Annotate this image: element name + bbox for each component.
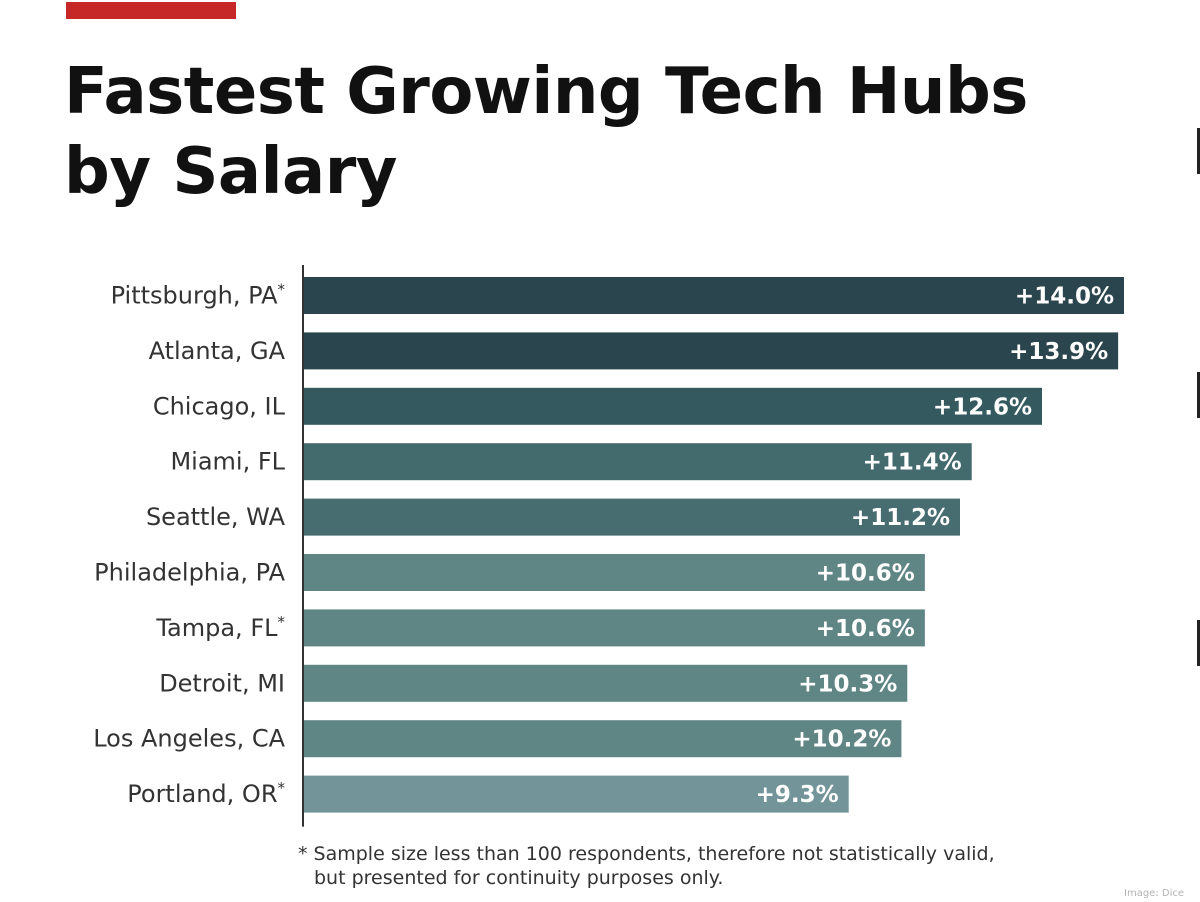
bar-seattle-wa <box>304 498 960 536</box>
edge-mark <box>1197 620 1200 666</box>
category-label-pittsburgh-pa: Pittsburgh, PA* <box>111 281 286 310</box>
footnote-line-2: but presented for continuity purposes on… <box>314 867 724 889</box>
bar-philadelphia-pa <box>304 554 925 591</box>
bar-los-angeles-ca <box>304 720 902 758</box>
footnote: * Sample size less than 100 respondents,… <box>298 842 1058 890</box>
edge-mark <box>1197 372 1200 418</box>
bar-miami-fl <box>304 443 972 481</box>
value-label-tampa-fl: +10.6% <box>816 616 915 642</box>
category-label-atlanta-ga: Atlanta, GA <box>149 337 286 365</box>
edge-mark <box>1197 128 1200 174</box>
value-label-atlanta-ga: +13.9% <box>1009 339 1108 365</box>
bar-chicago-il <box>304 387 1042 425</box>
value-label-miami-fl: +11.4% <box>863 450 962 476</box>
value-label-seattle-wa: +11.2% <box>851 505 950 531</box>
category-label-los-angeles-ca: Los Angeles, CA <box>93 725 285 753</box>
value-label-los-angeles-ca: +10.2% <box>792 727 891 753</box>
category-label-detroit-mi: Detroit, MI <box>159 669 285 697</box>
accent-bar <box>66 2 236 19</box>
category-label-tampa-fl: Tampa, FL* <box>155 613 285 642</box>
category-label-philadelphia-pa: Philadelphia, PA <box>94 559 285 587</box>
value-label-pittsburgh-pa: +14.0% <box>1015 284 1114 310</box>
asterisk: * <box>278 281 286 299</box>
value-label-philadelphia-pa: +10.6% <box>816 561 915 587</box>
bar-pittsburgh-pa <box>304 277 1124 314</box>
category-label-seattle-wa: Seattle, WA <box>146 503 286 531</box>
asterisk: * <box>278 779 286 797</box>
bar-portland-or <box>304 775 849 813</box>
category-label-miami-fl: Miami, FL <box>170 448 285 476</box>
category-label-chicago-il: Chicago, IL <box>153 392 286 420</box>
asterisk: * <box>278 613 286 631</box>
footnote-line-1: * Sample size less than 100 respondents,… <box>298 843 995 865</box>
bar-chart: Pittsburgh, PA* +14.0% Atlanta, GA +13.9% Ch… <box>0 262 1200 831</box>
category-label-portland-or: Portland, OR* <box>127 779 285 808</box>
image-credit: Image: Dice <box>1124 888 1184 899</box>
chart-title: Fastest Growing Tech Hubs by Salary <box>64 55 1028 209</box>
value-label-detroit-mi: +10.3% <box>798 671 897 697</box>
value-label-chicago-il: +12.6% <box>933 394 1032 420</box>
bar-detroit-mi <box>304 664 908 702</box>
value-label-portland-or: +9.3% <box>756 782 839 808</box>
bar-tampa-fl <box>304 609 925 647</box>
bar-atlanta-ga <box>304 332 1119 370</box>
